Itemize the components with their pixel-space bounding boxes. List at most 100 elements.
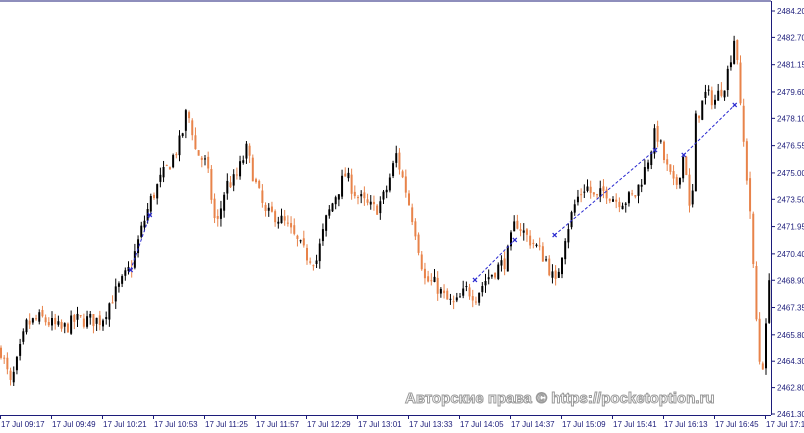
candle bbox=[541, 242, 544, 262]
time-label: 17 Jul 17:17 bbox=[766, 420, 804, 429]
candle-body bbox=[6, 357, 9, 370]
candle-body bbox=[752, 213, 755, 265]
candle bbox=[589, 180, 592, 199]
candle bbox=[439, 287, 442, 298]
candle bbox=[41, 305, 44, 318]
time-label: 17 Jul 14:37 bbox=[511, 420, 555, 429]
price-label: 2476.55 bbox=[777, 142, 804, 151]
candle bbox=[733, 35, 736, 65]
candle-body bbox=[433, 276, 436, 282]
candle bbox=[694, 110, 697, 192]
candle bbox=[315, 254, 318, 269]
candle bbox=[213, 193, 216, 224]
candle-body bbox=[3, 357, 6, 359]
candle-body bbox=[688, 174, 691, 206]
candle-body bbox=[25, 319, 28, 333]
candle-body bbox=[204, 158, 206, 160]
candle bbox=[631, 189, 634, 196]
candle bbox=[522, 223, 525, 241]
candle bbox=[258, 179, 261, 189]
candle bbox=[105, 311, 108, 325]
candle-body bbox=[184, 110, 187, 131]
candle-body bbox=[280, 215, 283, 224]
candle-body bbox=[28, 320, 31, 325]
candle-body bbox=[436, 277, 439, 294]
candle-body bbox=[525, 229, 528, 235]
time-label: 17 Jul 16:13 bbox=[664, 420, 708, 429]
candle-body bbox=[140, 225, 143, 237]
candle bbox=[92, 314, 95, 334]
candle bbox=[414, 218, 417, 241]
candle bbox=[51, 311, 53, 331]
candle bbox=[675, 174, 678, 190]
candle-body bbox=[599, 188, 602, 197]
candle bbox=[433, 268, 436, 283]
trend-marker-icon bbox=[512, 237, 518, 243]
candle bbox=[548, 255, 551, 277]
candle-body bbox=[685, 156, 688, 175]
candle bbox=[341, 169, 344, 200]
candle-body bbox=[286, 222, 289, 224]
candle bbox=[714, 94, 716, 109]
trend-lines bbox=[128, 102, 738, 283]
candle-body bbox=[612, 199, 614, 202]
price-label: 2484.20 bbox=[777, 7, 804, 16]
candle bbox=[634, 194, 637, 199]
candle bbox=[350, 168, 353, 200]
candle-body bbox=[720, 89, 723, 96]
candle bbox=[28, 313, 31, 329]
candle-body bbox=[742, 105, 745, 142]
candle bbox=[398, 148, 401, 175]
candle bbox=[194, 127, 197, 150]
candle bbox=[478, 292, 481, 306]
candle bbox=[452, 295, 455, 310]
candle bbox=[637, 184, 640, 204]
candle-body bbox=[41, 309, 44, 317]
candle bbox=[580, 188, 583, 203]
candle bbox=[347, 167, 350, 182]
candle-body bbox=[350, 174, 353, 194]
candle-body bbox=[12, 371, 15, 383]
candle bbox=[557, 268, 560, 278]
candle-body bbox=[694, 113, 697, 192]
candle bbox=[506, 244, 509, 272]
price-label: 2479.60 bbox=[777, 88, 804, 97]
candle bbox=[159, 167, 162, 188]
watermark: Авторские права © https://pocketoption.r… bbox=[405, 390, 715, 407]
candle-body bbox=[745, 141, 748, 181]
candle-body bbox=[207, 156, 210, 169]
candle bbox=[283, 209, 286, 226]
candle bbox=[462, 280, 465, 299]
candle-body bbox=[114, 286, 117, 302]
candle bbox=[666, 153, 669, 171]
candle-body bbox=[516, 220, 519, 229]
candle-body bbox=[60, 322, 63, 329]
time-label: 17 Jul 14:05 bbox=[460, 420, 504, 429]
candle bbox=[44, 314, 47, 326]
candle-body bbox=[717, 90, 720, 101]
candle-body bbox=[274, 211, 277, 223]
candle-body bbox=[414, 221, 417, 237]
candle-body bbox=[621, 205, 624, 210]
time-label: 17 Jul 09:17 bbox=[1, 420, 45, 429]
candle bbox=[57, 315, 60, 327]
candle bbox=[325, 214, 328, 237]
candle bbox=[698, 115, 701, 123]
candle-body bbox=[200, 157, 203, 160]
candle-body bbox=[82, 318, 85, 327]
time-label: 17 Jul 13:33 bbox=[409, 420, 453, 429]
candle bbox=[25, 318, 28, 335]
candle-body bbox=[564, 241, 567, 260]
candle bbox=[612, 196, 614, 202]
price-label: 2467.35 bbox=[777, 304, 804, 313]
candle-body bbox=[379, 201, 382, 214]
candle-body bbox=[111, 302, 114, 304]
candle-body bbox=[105, 317, 108, 319]
candle-body bbox=[92, 314, 95, 327]
candle bbox=[143, 215, 146, 232]
candle bbox=[270, 201, 273, 213]
candle bbox=[484, 273, 487, 293]
candle bbox=[388, 173, 391, 193]
candle bbox=[0, 345, 2, 360]
candle-body bbox=[95, 317, 98, 324]
